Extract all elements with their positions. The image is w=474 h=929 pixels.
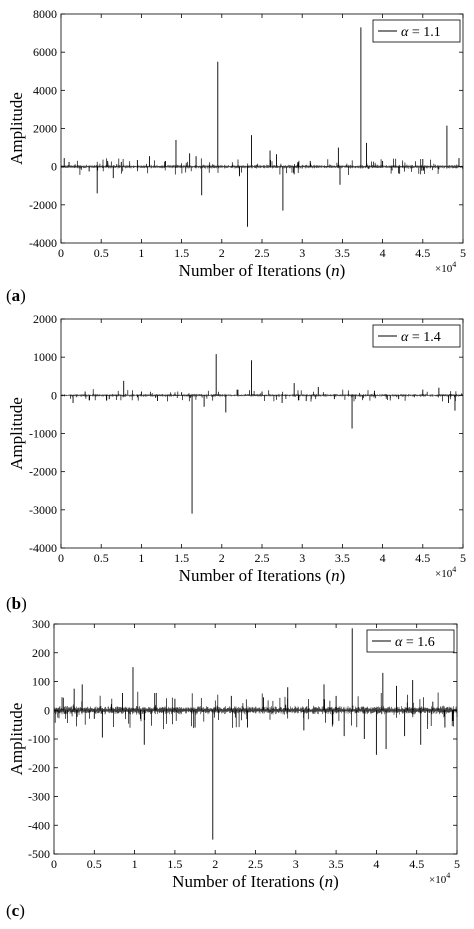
x-tick-label: 2: [212, 857, 218, 871]
x-multiplier: ×104: [429, 871, 450, 886]
y-tick-label: -200: [28, 761, 50, 775]
series-minor-spikes: [54, 691, 458, 730]
x-multiplier: ×104: [435, 565, 456, 580]
y-axis-label: Amplitude: [7, 397, 26, 470]
x-tick-label: 2.5: [255, 246, 270, 260]
legend-box: [366, 629, 455, 653]
x-tick-label: 2.5: [248, 857, 263, 871]
panel-label-c: (c): [6, 901, 25, 920]
legend-label: α = 1.1: [401, 25, 441, 40]
y-tick-label: -2000: [29, 198, 57, 212]
x-tick-label: 1: [138, 246, 144, 260]
x-tick-label: 0.5: [87, 857, 102, 871]
y-tick-label: -4000: [29, 236, 57, 250]
x-tick-label: 1.5: [174, 551, 189, 565]
chart-panel-a: 0 0.5 1 1.5 2 2.5 3 3.5 4 4.5 5 -4000 -2000 0 2000 4000…: [7, 7, 466, 280]
x-tick-label: 0.5: [94, 246, 109, 260]
x-tick-label: 3.5: [329, 857, 344, 871]
y-tick-label: -2000: [29, 465, 57, 479]
y-tick-label: -3000: [29, 503, 57, 517]
x-multiplier: ×104: [435, 260, 456, 275]
x-axis-label: Number of Iterations (n): [179, 261, 346, 280]
y-tick-label: 2000: [33, 312, 57, 326]
y-axis-label: Amplitude: [7, 703, 26, 776]
y-tick-label: 8000: [33, 7, 57, 21]
x-tick-label: 2: [219, 246, 225, 260]
chart-panel-c: 0 0.5 1 1.5 2 2.5 3 3.5 4 4.5 5 -500 -400 -300 -200 -10…: [7, 617, 460, 891]
legend-label: α = 1.6: [395, 635, 435, 650]
x-tick-label: 5: [460, 246, 466, 260]
x-tick-label: 4.5: [415, 246, 430, 260]
y-axis-label: Amplitude: [7, 92, 26, 165]
x-tick-label: 4: [380, 246, 386, 260]
legend: α = 1.4: [372, 324, 461, 348]
x-tick-label: 1: [138, 551, 144, 565]
y-tick-label: 1000: [33, 350, 57, 364]
x-tick-label: 3: [299, 246, 305, 260]
y-tick-label: -300: [28, 790, 50, 804]
y-tick-label: 2000: [33, 122, 57, 136]
x-tick-label: 1.5: [174, 246, 189, 260]
x-tick-label: 3.5: [335, 246, 350, 260]
legend: α = 1.6: [366, 629, 455, 653]
legend-box: [372, 324, 461, 348]
x-axis-label: Number of Iterations (n): [179, 566, 346, 585]
y-tick-label: -500: [28, 847, 50, 861]
legend-box: [372, 19, 461, 43]
y-tick-label: -400: [28, 818, 50, 832]
x-tick-label: 3: [293, 857, 299, 871]
axes-frame: [60, 318, 464, 549]
axes-frame: [53, 623, 458, 855]
x-tick-label: 5: [454, 857, 460, 871]
y-tick-label: -1000: [29, 427, 57, 441]
y-tick-label: 300: [32, 617, 50, 631]
y-tick-label: 200: [32, 646, 50, 660]
axes-frame: [60, 13, 464, 244]
x-tick-label: 0: [51, 857, 57, 871]
y-tick-label: -100: [28, 732, 50, 746]
y-tick-label: 100: [32, 675, 50, 689]
x-tick-label: 0: [58, 246, 64, 260]
legend: α = 1.1: [372, 19, 461, 43]
x-tick-label: 2: [219, 551, 225, 565]
x-tick-label: 4.5: [415, 551, 430, 565]
x-tick-label: 1.5: [167, 857, 182, 871]
x-tick-label: 1: [132, 857, 138, 871]
legend-label: α = 1.4: [401, 330, 441, 345]
x-tick-label: 4: [373, 857, 379, 871]
y-tick-label: 4000: [33, 83, 57, 97]
x-tick-label: 0: [58, 551, 64, 565]
panel-label-b: (b): [6, 594, 27, 613]
y-tick-label: 0: [44, 703, 50, 717]
x-tick-label: 0.5: [94, 551, 109, 565]
x-tick-label: 5: [460, 551, 466, 565]
x-axis-label: Number of Iterations (n): [172, 872, 339, 891]
x-tick-label: 4.5: [409, 857, 424, 871]
panel-label-a: (a): [6, 286, 26, 305]
x-tick-label: 3.5: [335, 551, 350, 565]
x-tick-label: 3: [299, 551, 305, 565]
y-tick-label: 6000: [33, 45, 57, 59]
y-tick-label: 0: [51, 160, 57, 174]
x-tick-label: 4: [380, 551, 386, 565]
y-tick-label: -4000: [29, 541, 57, 555]
y-tick-label: 0: [51, 388, 57, 402]
x-tick-label: 2.5: [255, 551, 270, 565]
series-minor-spikes: [74, 158, 464, 175]
chart-panel-b: 0 0.5 1 1.5 2 2.5 3 3.5 4 4.5 5 -4000 -3000 -2000 -100…: [7, 312, 466, 585]
